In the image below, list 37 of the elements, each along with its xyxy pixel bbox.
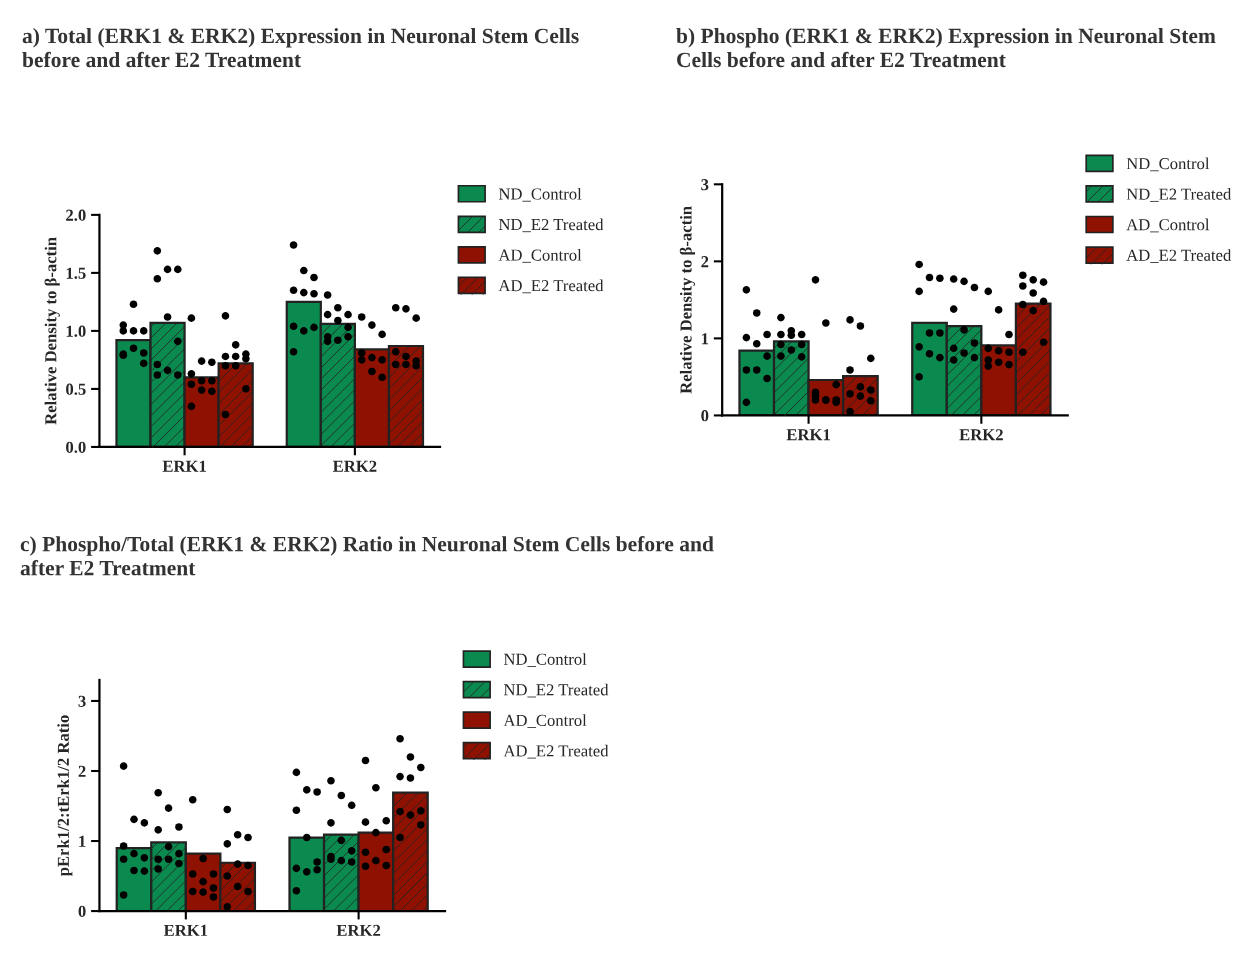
- x-tick-label: ERK1: [163, 924, 208, 936]
- x-tick-label: ERK1: [162, 460, 206, 472]
- legend-label: ND_E2 Treated: [1126, 188, 1232, 202]
- legend-label: ND_E2 Treated: [498, 218, 604, 233]
- y-tick-label: 1: [701, 333, 709, 345]
- x-tick-label: ERK2: [332, 460, 377, 472]
- x-tick-label: ERK2: [336, 924, 381, 936]
- y-tick-label: 2: [701, 256, 709, 268]
- legend-label: ND_Control: [503, 653, 587, 667]
- y-tick-label: 0: [78, 905, 86, 918]
- legend-label: AD_E2 Treated: [498, 279, 604, 294]
- y-tick-label: 0.5: [66, 383, 86, 395]
- x-tick-label: ERK1: [786, 429, 830, 441]
- legend-label: AD_E2 Treated: [503, 744, 609, 759]
- legend-label: ND_Control: [498, 187, 582, 202]
- y-axis-title: Relative Density to β-actin: [679, 206, 696, 394]
- legend-label: AD_Control: [498, 248, 582, 263]
- chart-title: c) Phospho/Total (ERK1 & ERK2) Ratio in Neuronal Stem Cells before and after E2 Treatment: [20, 536, 714, 576]
- chart-title: b) Phospho (ERK1 & ERK2) Expression in Neuronal Stem Cells before and after E2 Treatment: [676, 28, 1216, 68]
- y-tick-label: 1.5: [66, 267, 86, 279]
- y-tick-label: 1: [79, 835, 86, 847]
- y-tick-label: 1.0: [66, 325, 86, 337]
- y-tick-label: 0.0: [66, 441, 86, 453]
- y-tick-label: 0: [701, 410, 709, 422]
- chart-title: a) Total (ERK1 & ERK2) Expression in Neuronal Stem Cells before and after E2 Treatment: [22, 28, 579, 68]
- y-tick-label: 3: [701, 179, 709, 191]
- legend-label: ND_Control: [1126, 157, 1210, 172]
- legend-label: AD_E2 Treated: [1126, 249, 1232, 263]
- legend-label: AD_Control: [1126, 218, 1210, 233]
- legend-label: AD_Control: [503, 714, 587, 728]
- y-tick-label: 3: [78, 695, 86, 707]
- y-tick-label: 2: [78, 765, 86, 777]
- y-tick-label: 2.0: [66, 209, 86, 221]
- y-axis-title: pErk1/2:tErk1/2 Ratio: [57, 715, 73, 877]
- y-axis-title: Relative Density to β-actin: [44, 237, 60, 425]
- x-tick-label: ERK2: [959, 429, 1003, 441]
- legend-label: ND_E2 Treated: [503, 683, 609, 698]
